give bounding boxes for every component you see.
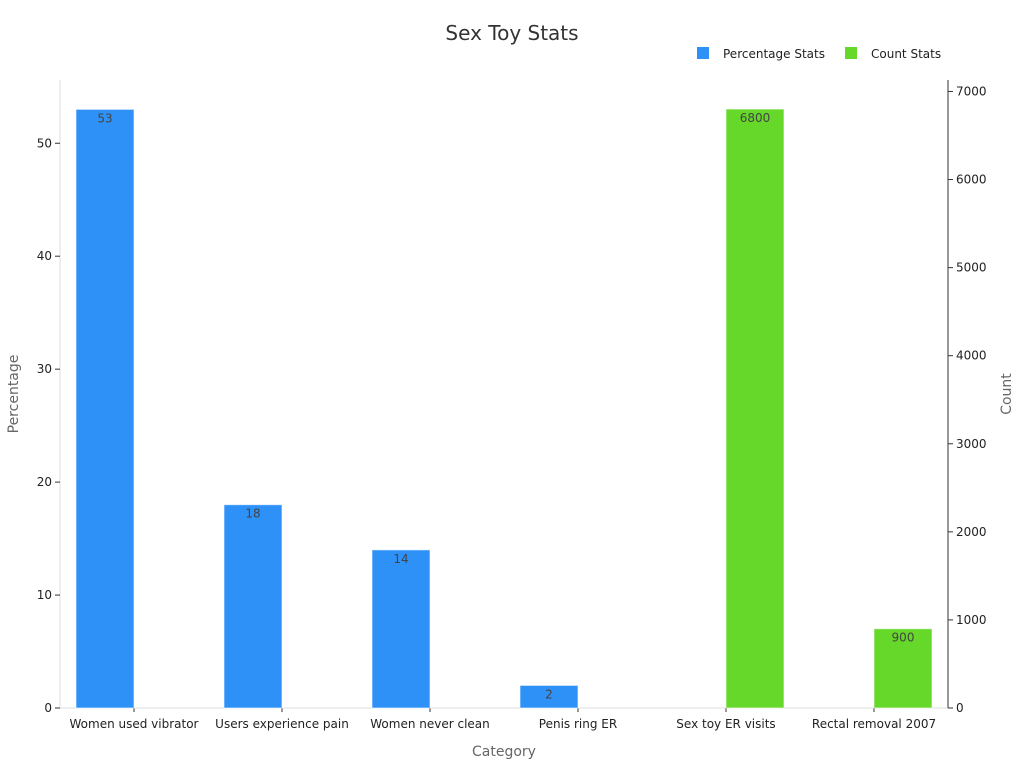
bar-value-label: 18 xyxy=(245,507,260,521)
left-tick-label: 10 xyxy=(37,588,52,602)
x-tick-label: Sex toy ER visits xyxy=(676,717,775,731)
left-tick-label: 30 xyxy=(37,362,52,376)
bar-value-label: 14 xyxy=(393,552,408,566)
bar-value-label: 2 xyxy=(545,687,553,701)
chart-title: Sex Toy Stats xyxy=(445,21,578,45)
bar-value-label: 6800 xyxy=(740,111,771,125)
bar-percentage[interactable] xyxy=(223,504,283,709)
bar-percentage[interactable] xyxy=(371,549,431,709)
x-tick-label: Rectal removal 2007 xyxy=(812,717,936,731)
left-tick-label: 20 xyxy=(37,475,52,489)
left-tick-label: 0 xyxy=(44,701,52,715)
right-tick-label: 2000 xyxy=(956,525,987,539)
left-tick-label: 50 xyxy=(37,136,52,150)
left-axis-title: Percentage xyxy=(6,355,22,434)
bar-count[interactable] xyxy=(873,628,933,709)
bars: 53 18 14 2 6800 900 xyxy=(75,108,933,709)
right-axis-title: Count xyxy=(999,373,1015,415)
right-tick-label: 3000 xyxy=(956,437,987,451)
legend-label-count: Count Stats xyxy=(871,47,941,61)
right-tick-label: 1000 xyxy=(956,613,987,627)
right-tick-label: 7000 xyxy=(956,84,987,98)
x-tick-label: Women used vibrator xyxy=(70,717,199,731)
right-tick-label: 6000 xyxy=(956,173,987,187)
x-tick-label: Users experience pain xyxy=(215,717,349,731)
legend-swatch-percentage xyxy=(697,47,709,59)
bar-percentage[interactable] xyxy=(519,684,579,709)
legend: Percentage Stats Count Stats xyxy=(697,47,941,61)
bar-count[interactable] xyxy=(725,108,785,709)
right-tick-label: 0 xyxy=(956,701,964,715)
x-tick-label: Penis ring ER xyxy=(539,717,617,731)
legend-label-percentage: Percentage Stats xyxy=(723,47,825,61)
x-tick-label: Women never clean xyxy=(370,717,490,731)
left-tick-label: 40 xyxy=(37,249,52,263)
x-axis-title: Category xyxy=(472,744,536,760)
bar-percentage[interactable] xyxy=(75,108,135,709)
bar-value-label: 53 xyxy=(97,111,112,125)
left-axis-ticks: 0 10 20 30 40 50 xyxy=(37,136,60,715)
legend-swatch-count xyxy=(845,47,857,59)
right-axis-ticks: 0 1000 2000 3000 4000 5000 6000 7000 xyxy=(948,84,987,715)
x-axis-ticks: Women used vibrator Users experience pain… xyxy=(70,708,936,731)
right-tick-label: 4000 xyxy=(956,349,987,363)
right-tick-label: 5000 xyxy=(956,261,987,275)
bar-value-label: 900 xyxy=(892,631,915,645)
